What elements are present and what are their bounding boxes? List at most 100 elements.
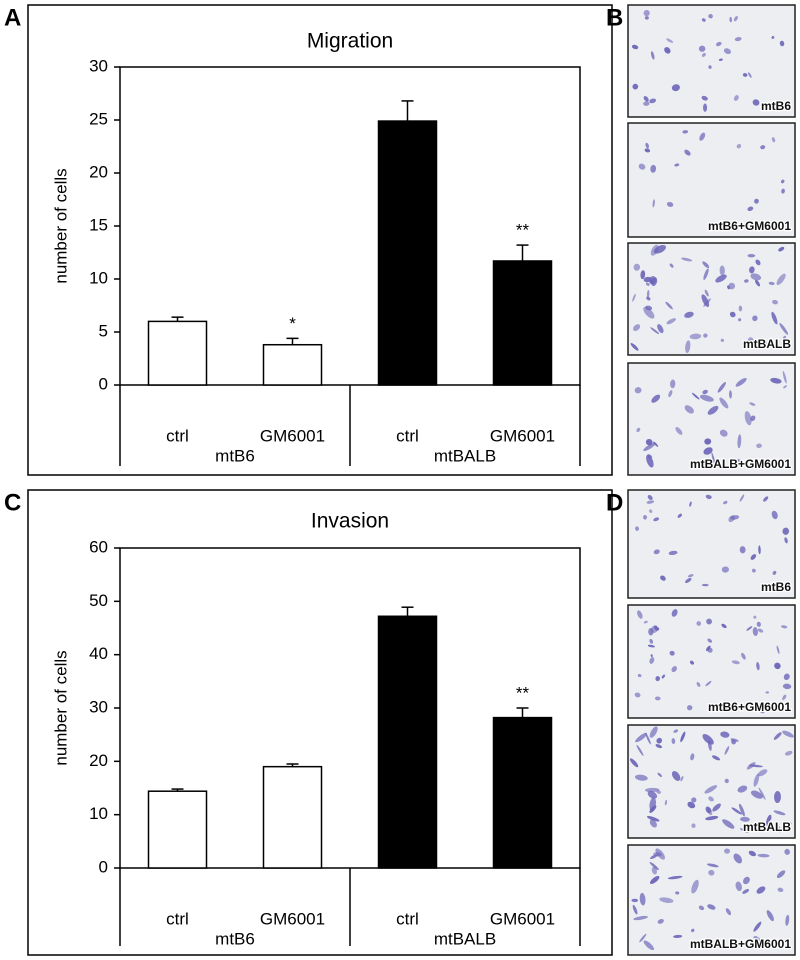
cell [680,776,684,782]
cell [661,674,666,679]
micrograph [627,4,796,118]
cell [771,510,778,520]
cell [664,799,668,806]
image-caption: mtB6+GM6001 [708,219,791,233]
cell [757,853,770,858]
cell [703,447,713,455]
cell [649,276,656,285]
image-caption: mtBALB [743,337,791,351]
cell [706,618,712,625]
cell [712,755,721,761]
cell [731,807,742,815]
cell [634,692,641,698]
cell [748,850,757,857]
cell [644,787,660,793]
cell [645,732,651,745]
cell [773,810,786,816]
y-tick-label: 30 [89,697,108,716]
image-caption: mtB6 [761,99,791,113]
cell [633,324,641,332]
cell [691,879,699,894]
cell [705,680,712,687]
image-caption: mtBALB [743,820,791,834]
x-tick-label: ctrl [396,426,419,445]
cell [712,803,721,812]
cell [744,279,749,283]
cell [733,15,738,22]
cell [724,746,730,755]
cell [649,638,654,644]
group-label: mtBALB [434,446,496,465]
cell [739,546,746,554]
cell [664,47,671,54]
cell [711,452,716,467]
cell [644,16,649,20]
cell [776,273,786,286]
cell [779,40,785,47]
cell [763,496,769,502]
cell [632,293,636,302]
cell [706,863,719,868]
cell [725,908,731,916]
cell [656,737,663,744]
cell [757,628,764,633]
cell [752,315,758,322]
cell [729,16,733,23]
cells [631,10,785,112]
bar [147,320,208,386]
cell [666,38,674,43]
bar [262,343,323,386]
cell [755,259,761,266]
cell [685,577,692,584]
cell [630,343,639,351]
cell [771,311,778,325]
cell [636,744,644,757]
cell [718,58,723,61]
cell [760,145,766,150]
cell [751,568,756,573]
y-tick-label: 20 [89,751,108,770]
cell [772,570,777,575]
cell [708,869,715,876]
x-tick-label: GM6001 [490,909,555,928]
cell [668,390,673,398]
significance-label: ** [516,221,530,240]
cell [704,289,709,297]
cell [771,35,775,39]
cell [653,441,659,447]
cell [649,805,657,813]
cell [687,801,696,809]
cell [730,738,739,742]
cell [651,394,661,403]
cell [696,681,701,687]
cell [747,253,756,258]
cell [746,626,753,631]
y-tick-label: 5 [99,321,108,340]
significance-label: * [289,314,296,333]
cell [735,378,747,387]
cell [782,683,792,690]
group-label: mtB6 [215,446,255,465]
cell [772,299,778,305]
cell [657,918,664,924]
cell [770,377,782,384]
cell [671,609,678,617]
cell [774,585,779,591]
cell [719,397,729,409]
cell [782,694,787,701]
cell [632,904,638,915]
cell [768,222,775,229]
cell [750,273,762,281]
image-caption: mtB6 [761,580,791,594]
cell [698,45,706,52]
cell [729,390,732,399]
micrograph [627,242,796,356]
cell [657,324,664,334]
cells [629,726,794,833]
cell [689,333,702,340]
cell [749,402,756,406]
cell [784,848,790,855]
cell [742,888,750,894]
cell [728,282,736,290]
cell [752,627,758,637]
